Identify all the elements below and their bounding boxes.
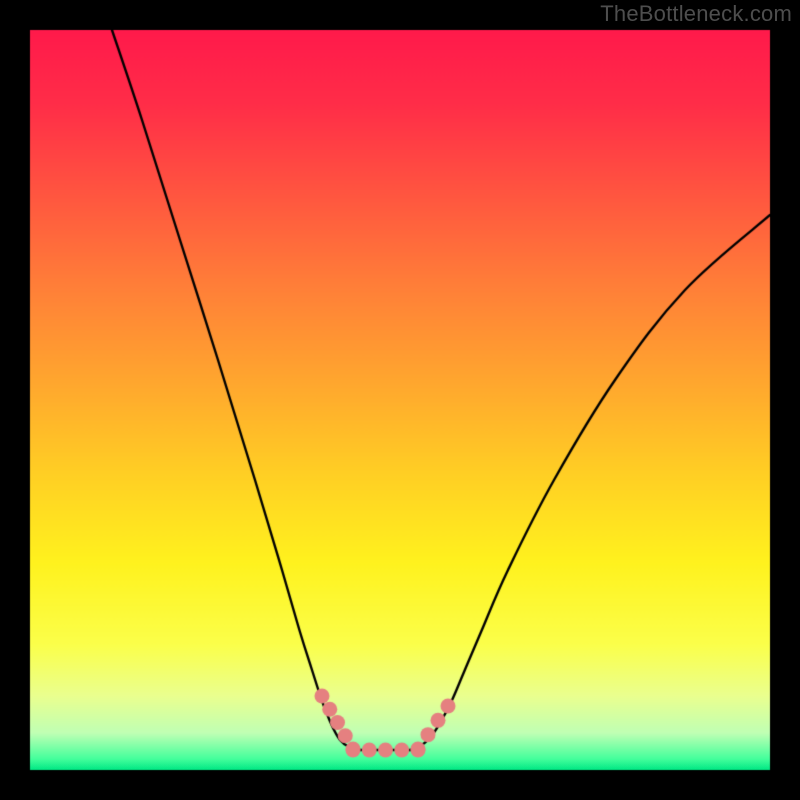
attribution-label: TheBottleneck.com <box>600 1 792 27</box>
bottleneck-curve-chart <box>0 0 800 800</box>
